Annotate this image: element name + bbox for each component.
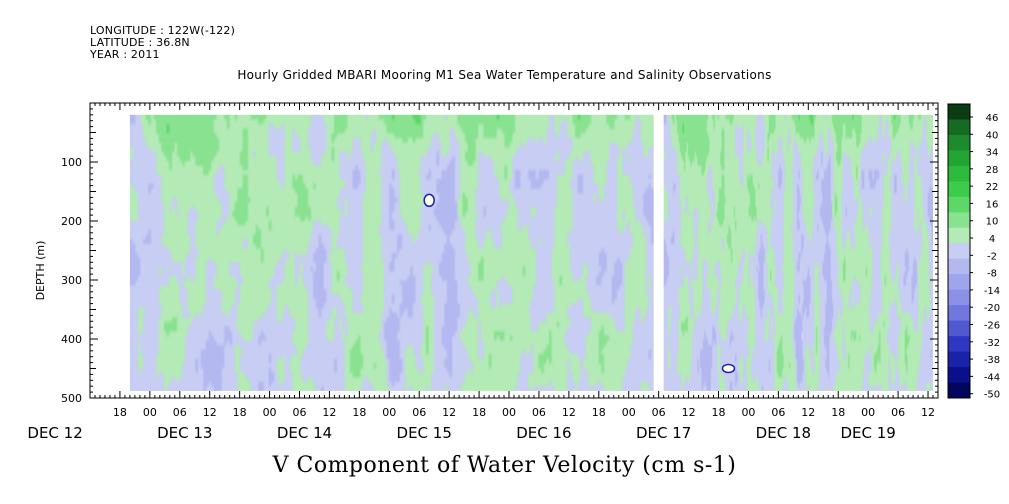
colorbar-swatch [948,150,970,167]
colorbar-label: -44 [984,372,1000,383]
x-hour-label: 00 [622,406,636,419]
year-label: YEAR : 2011 [90,48,160,61]
heatmap-field-right [663,114,934,391]
colorbar-swatch [948,134,970,151]
x-axis-label: V Component of Water Velocity (cm s-1) [272,453,737,478]
colorbar-label: 16 [986,199,999,210]
colorbar-swatch [948,336,970,353]
x-hour-label: 06 [652,406,666,419]
x-hour-label: 12 [921,406,935,419]
x-day-label: DEC 12 [27,424,82,442]
x-hour-label: 18 [592,406,606,419]
x-day-label: DEC 17 [636,424,691,442]
x-day-label: DEC 18 [756,424,811,442]
x-hour-label: 06 [771,406,785,419]
colorbar-swatch [948,243,970,260]
y-tick-label: 400 [61,333,82,346]
colorbar-swatch [948,227,970,244]
x-hour-label: 12 [562,406,576,419]
x-hour-label: 00 [382,406,396,419]
colorbar-label: 10 [986,217,999,228]
x-hour-label: 06 [293,406,307,419]
x-hour-label: 18 [472,406,486,419]
x-hour-label: 00 [741,406,755,419]
colorbar-label: -14 [984,286,1000,297]
longitude-label: LONGITUDE : 122W(-122) [90,24,236,37]
x-hour-label: 00 [263,406,277,419]
colorbar-swatch [948,367,970,384]
colorbar-swatch [948,351,970,368]
chart-title: Hourly Gridded MBARI Mooring M1 Sea Wate… [237,68,772,82]
latitude-label: LATITUDE : 36.8N [90,36,190,49]
colorbar-label: 22 [986,182,999,193]
y-axis-label: DEPTH (m) [34,241,47,301]
x-hour-label: 00 [143,406,157,419]
colorbar-swatch [948,289,970,306]
colorbar-swatch [948,212,970,229]
x-hour-label: 12 [801,406,815,419]
x-day-label: DEC 16 [516,424,571,442]
colorbar-label: 4 [989,234,995,245]
colorbar-label: -8 [987,269,997,280]
x-hour-label: 12 [682,406,696,419]
colorbar-swatch [948,181,970,198]
colorbar-label: -20 [984,303,1000,314]
x-hour-label: 12 [322,406,336,419]
colorbar-swatch [948,196,970,213]
x-hour-label: 06 [173,406,187,419]
x-hour-label: 18 [712,406,726,419]
y-tick-label: 200 [61,215,82,228]
colorbar-label: -38 [984,355,1000,366]
missing-data-spot [721,363,736,374]
x-hour-label: 18 [831,406,845,419]
colorbar-label: -2 [987,251,997,262]
x-day-label: DEC 15 [397,424,452,442]
y-tick-label: 100 [61,156,82,169]
x-hour-label: 06 [532,406,546,419]
colorbar-swatch [948,274,970,291]
x-hour-label: 18 [233,406,247,419]
colorbar-frame [947,103,971,399]
y-tick-label: 500 [61,392,82,405]
x-day-label: DEC 19 [840,424,895,442]
x-hour-label: 12 [203,406,217,419]
colorbar-label: 34 [986,148,999,159]
colorbar-label: 46 [986,113,999,124]
x-hour-label: 00 [502,406,516,419]
colorbar-swatch [948,119,970,136]
colorbar-label: -50 [984,390,1000,401]
colorbar-swatch [948,382,970,399]
missing-data-spot [423,193,435,208]
x-hour-label: 06 [412,406,426,419]
colorbar-swatch [948,258,970,275]
x-hour-label: 18 [113,406,127,419]
x-hour-label: 00 [861,406,875,419]
colorbar-label: -26 [984,321,1000,332]
x-day-label: DEC 14 [277,424,332,442]
colorbar-label: 28 [986,165,999,176]
colorbar-swatch [948,320,970,337]
colorbar-swatch [948,305,970,322]
y-tick-label: 300 [61,274,82,287]
colorbar-swatch [948,165,970,182]
colorbar-label: 40 [986,130,999,141]
x-hour-label: 18 [352,406,366,419]
colorbar-label: -32 [984,338,1000,349]
x-hour-label: 12 [442,406,456,419]
x-hour-label: 06 [891,406,905,419]
heatmap-field-left [129,114,654,391]
x-day-label: DEC 13 [157,424,212,442]
colorbar-swatch [948,104,970,120]
